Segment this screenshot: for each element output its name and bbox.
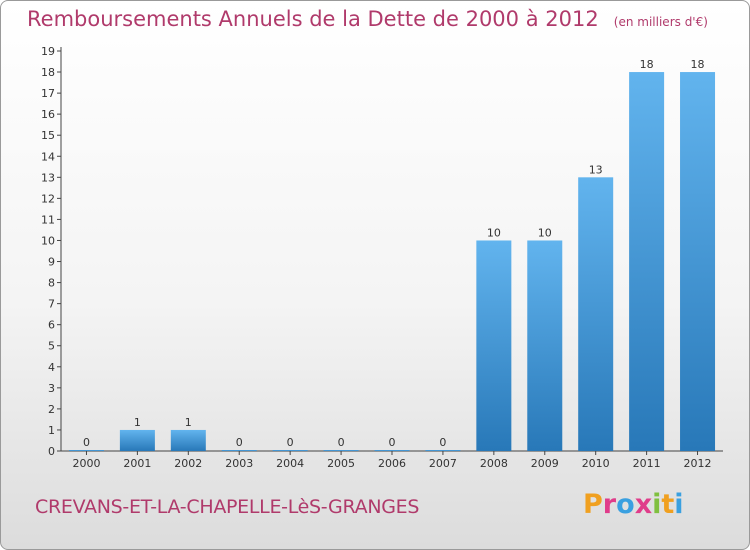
bar <box>680 72 716 451</box>
logo-letter: i <box>652 489 662 520</box>
y-tick-label: 0 <box>48 445 55 458</box>
x-tick-label: 2012 <box>684 457 712 470</box>
y-tick-label: 8 <box>48 277 55 290</box>
x-tick-label: 2008 <box>480 457 508 470</box>
proxiti-logo: Proxiti <box>583 489 684 520</box>
y-tick-label: 5 <box>48 340 55 353</box>
x-tick-label: 2004 <box>276 457 304 470</box>
bar-value-label: 18 <box>691 58 705 71</box>
x-tick-label: 2011 <box>633 457 661 470</box>
bar-value-label: 0 <box>439 436 446 449</box>
y-tick-label: 7 <box>48 298 55 311</box>
y-tick-label: 2 <box>48 403 55 416</box>
y-tick-label: 10 <box>41 234 55 247</box>
x-tick-label: 2006 <box>378 457 406 470</box>
bar-value-label: 0 <box>287 436 294 449</box>
x-tick-label: 2001 <box>123 457 151 470</box>
y-tick-label: 18 <box>41 66 55 79</box>
bar-value-label: 0 <box>83 436 90 449</box>
bar <box>629 72 665 451</box>
bar-value-label: 0 <box>389 436 396 449</box>
bar <box>272 450 308 451</box>
bar-value-label: 13 <box>589 163 603 176</box>
bar <box>476 240 512 451</box>
x-tick-label: 2007 <box>429 457 457 470</box>
unit-note: (en milliers d'€) <box>613 15 708 29</box>
y-tick-label: 11 <box>41 213 55 226</box>
y-tick-label: 1 <box>48 424 55 437</box>
bar-value-label: 10 <box>487 226 501 239</box>
bar <box>374 450 410 451</box>
bar-value-label: 10 <box>538 226 552 239</box>
y-tick-label: 15 <box>41 129 55 142</box>
y-tick-label: 12 <box>41 192 55 205</box>
y-tick-label: 14 <box>41 150 55 163</box>
y-tick-label: 13 <box>41 171 55 184</box>
bar <box>323 450 359 451</box>
bar <box>170 429 206 451</box>
y-tick-label: 19 <box>41 45 55 58</box>
y-tick-label: 9 <box>48 256 55 269</box>
bar-value-label: 18 <box>640 58 654 71</box>
bar-value-label: 1 <box>134 416 141 429</box>
bar-value-label: 0 <box>338 436 345 449</box>
bar <box>221 450 257 451</box>
x-tick-label: 2002 <box>174 457 202 470</box>
y-tick-label: 6 <box>48 319 55 332</box>
logo-letter: r <box>602 489 617 520</box>
title-row: Remboursements Annuels de la Dette de 20… <box>27 7 708 31</box>
bar <box>527 240 563 451</box>
bar <box>119 429 155 451</box>
commune-name: CREVANS-ET-LA-CHAPELLE-LèS-GRANGES <box>35 496 420 518</box>
x-tick-label: 2009 <box>531 457 559 470</box>
logo-letter: P <box>583 489 603 520</box>
bar-value-label: 0 <box>236 436 243 449</box>
y-tick-label: 17 <box>41 87 55 100</box>
bar <box>425 450 461 451</box>
x-tick-label: 2000 <box>72 457 100 470</box>
logo-letter: i <box>674 489 684 520</box>
x-tick-label: 2005 <box>327 457 355 470</box>
bar-value-label: 1 <box>185 416 192 429</box>
bar <box>68 450 104 451</box>
y-tick-label: 3 <box>48 382 55 395</box>
y-tick-label: 16 <box>41 108 55 121</box>
logo-letter: o <box>616 489 635 520</box>
chart-title: Remboursements Annuels de la Dette de 20… <box>27 7 599 31</box>
logo-letter: x <box>634 489 653 520</box>
logo-letter: t <box>661 489 675 520</box>
x-tick-label: 2010 <box>582 457 610 470</box>
y-tick-label: 4 <box>48 361 55 374</box>
bar <box>578 177 614 451</box>
x-tick-label: 2003 <box>225 457 253 470</box>
